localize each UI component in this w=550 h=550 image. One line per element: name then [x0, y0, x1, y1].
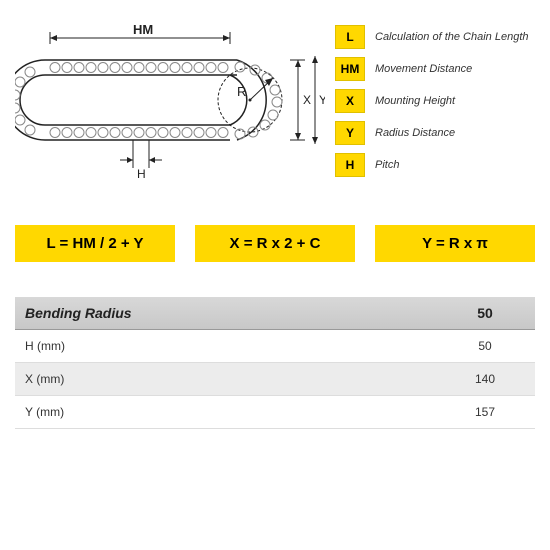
legend-row: X Mounting Height: [335, 89, 535, 113]
table-row: Y (mm) 157: [15, 396, 535, 429]
y-label: Y: [319, 93, 325, 107]
legend-row: HM Movement Distance: [335, 57, 535, 81]
legend: L Calculation of the Chain Length HM Mov…: [335, 20, 535, 190]
legend-badge-h: H: [335, 153, 365, 177]
table-row: H (mm) 50: [15, 330, 535, 363]
chain-svg: HM: [15, 20, 325, 190]
table-cell-label: H (mm): [15, 330, 435, 362]
legend-badge-x: X: [335, 89, 365, 113]
r-label: R: [237, 84, 246, 99]
legend-text: Pitch: [375, 159, 399, 171]
formula-l: L = HM / 2 + Y: [15, 225, 175, 262]
table-cell-value: 140: [435, 363, 535, 395]
table-header-value: 50: [435, 297, 535, 329]
table-cell-value: 50: [435, 330, 535, 362]
legend-text: Calculation of the Chain Length: [375, 31, 529, 43]
legend-row: Y Radius Distance: [335, 121, 535, 145]
legend-badge-hm: HM: [335, 57, 365, 81]
table-header-label: Bending Radius: [15, 297, 435, 329]
legend-badge-y: Y: [335, 121, 365, 145]
legend-badge-l: L: [335, 25, 365, 49]
top-region: HM: [15, 20, 535, 190]
legend-row: H Pitch: [335, 153, 535, 177]
x-label: X: [303, 93, 311, 107]
table-cell-label: Y (mm): [15, 396, 435, 428]
formula-x: X = R x 2 + C: [195, 225, 355, 262]
table-cell-label: X (mm): [15, 363, 435, 395]
bending-radius-table: Bending Radius 50 H (mm) 50 X (mm) 140 Y…: [15, 297, 535, 429]
legend-text: Mounting Height: [375, 95, 455, 107]
hm-label: HM: [133, 22, 153, 37]
legend-text: Movement Distance: [375, 63, 472, 75]
formulas-row: L = HM / 2 + Y X = R x 2 + C Y = R x π: [15, 225, 535, 262]
legend-row: L Calculation of the Chain Length: [335, 25, 535, 49]
formula-y: Y = R x π: [375, 225, 535, 262]
chain-diagram: HM: [15, 20, 325, 190]
table-row: X (mm) 140: [15, 363, 535, 396]
h-label: H: [137, 167, 146, 181]
legend-text: Radius Distance: [375, 127, 455, 139]
table-cell-value: 157: [435, 396, 535, 428]
table-header: Bending Radius 50: [15, 297, 535, 330]
